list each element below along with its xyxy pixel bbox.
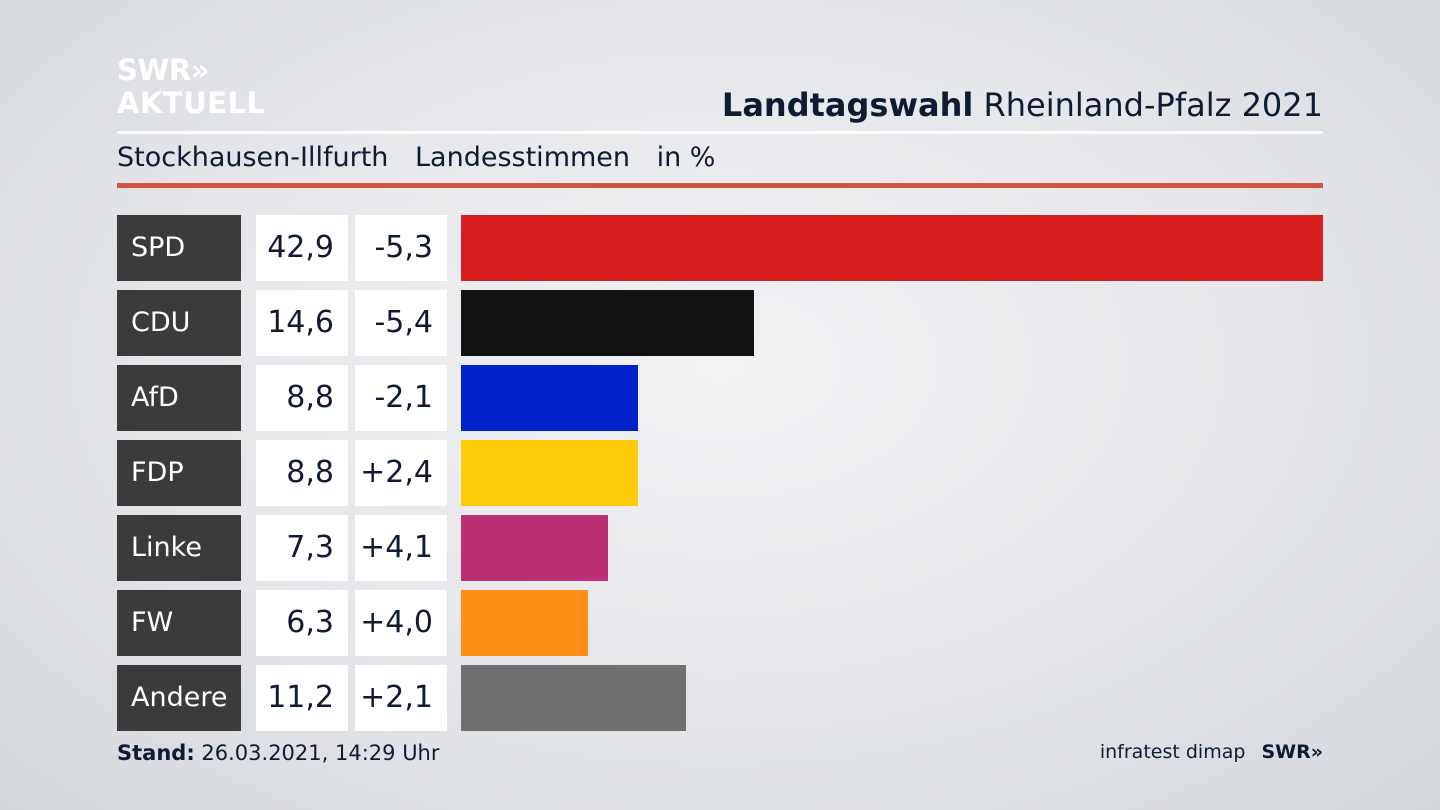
bar-afd: [461, 365, 638, 431]
source-label: infratest dimap: [1099, 741, 1246, 763]
vote-change-value: +4,1: [355, 515, 447, 581]
party-label: Andere: [117, 665, 241, 731]
chart-row-linke: Linke 7,3 +4,1: [117, 515, 1323, 581]
vote-share-value: 7,3: [256, 515, 348, 581]
chart-row-afd: AfD 8,8 -2,1: [117, 365, 1323, 431]
vote-change-value: -5,3: [355, 215, 447, 281]
vote-change-value: +2,4: [355, 440, 447, 506]
vote-change-value: +2,1: [355, 665, 447, 731]
vote-share-value: 8,8: [256, 440, 348, 506]
timestamp: Stand: 26.03.2021, 14:29 Uhr: [117, 741, 440, 765]
party-label: CDU: [117, 290, 241, 356]
header-divider: [117, 131, 1323, 134]
vote-share-value: 8,8: [256, 365, 348, 431]
stand-value: 26.03.2021, 14:29 Uhr: [201, 741, 440, 765]
party-label: Linke: [117, 515, 241, 581]
bar-cdu: [461, 290, 754, 356]
page-title: Landtagswahl Rheinland-Pfalz 2021: [722, 86, 1323, 124]
bar-fw: [461, 590, 588, 656]
bar-spd: [461, 215, 1323, 281]
party-label: SPD: [117, 215, 241, 281]
subtitle-type: Landesstimmen: [415, 142, 631, 173]
bar-andere: [461, 665, 686, 731]
source-credit: infratest dimap SWR»: [1100, 741, 1323, 763]
chart-row-cdu: CDU 14,6 -5,4: [117, 290, 1323, 356]
swr-footer-logo: SWR»: [1261, 741, 1323, 763]
party-label: AfD: [117, 365, 241, 431]
vote-share-value: 14,6: [256, 290, 348, 356]
logo-line-2: AKTUELL: [117, 86, 266, 120]
chart-row-fdp: FDP 8,8 +2,4: [117, 440, 1323, 506]
vote-change-value: +4,0: [355, 590, 447, 656]
title-rest: Rheinland-Pfalz 2021: [983, 86, 1323, 124]
subtitle-unit: in %: [656, 142, 716, 173]
logo-line-1: SWR»: [117, 53, 209, 87]
title-bold: Landtagswahl: [721, 86, 974, 124]
subtitle-place: Stockhausen-Illfurth: [117, 142, 389, 173]
vote-share-value: 11,2: [256, 665, 348, 731]
bar-fdp: [461, 440, 638, 506]
vote-share-value: 42,9: [256, 215, 348, 281]
accent-divider: [117, 183, 1323, 188]
swr-aktuell-logo: SWR» AKTUELL: [117, 54, 266, 120]
party-label: FW: [117, 590, 241, 656]
vote-change-value: -5,4: [355, 290, 447, 356]
party-label: FDP: [117, 440, 241, 506]
vote-change-value: -2,1: [355, 365, 447, 431]
chart-row-andere: Andere 11,2 +2,1: [117, 665, 1323, 731]
stand-label: Stand:: [117, 741, 195, 765]
chart-row-fw: FW 6,3 +4,0: [117, 590, 1323, 656]
chart-subtitle: Stockhausen-Illfurth Landesstimmen in %: [117, 142, 733, 173]
chart-row-spd: SPD 42,9 -5,3: [117, 215, 1323, 281]
bar-linke: [461, 515, 608, 581]
vote-share-value: 6,3: [256, 590, 348, 656]
